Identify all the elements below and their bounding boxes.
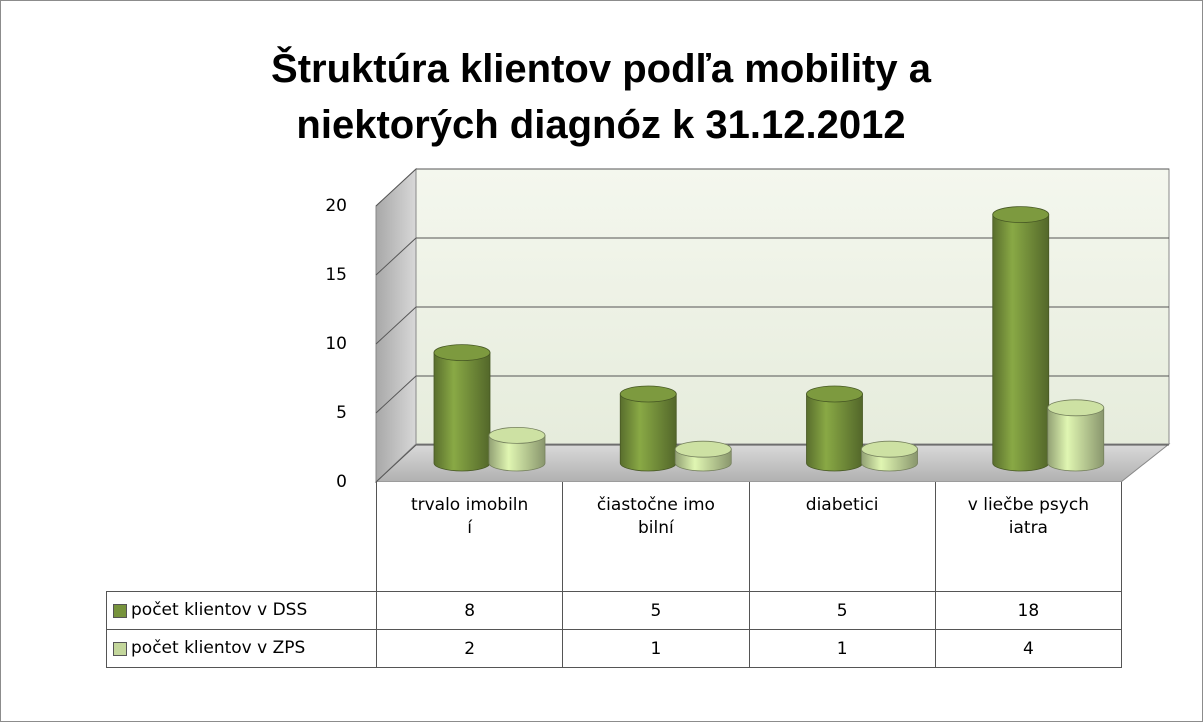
legend-swatch: [113, 641, 127, 656]
y-tick-label: 5: [336, 403, 347, 423]
bar: [488, 435, 546, 472]
x-tick-label: diabetici: [748, 482, 936, 592]
bar: [806, 393, 863, 472]
grid-line: [375, 375, 417, 414]
bar-top: [1047, 399, 1105, 417]
y-tick-label: 0: [336, 472, 347, 492]
grid-line: [375, 168, 417, 207]
legend-entry: počet klientov v ZPS: [106, 629, 377, 668]
x-tick-label: čiastočne imobilní: [562, 482, 750, 592]
bar: [619, 393, 677, 472]
legend-swatch: [113, 603, 127, 618]
bar-top: [674, 440, 732, 458]
y-tick-label: 20: [325, 196, 347, 216]
bar-top: [433, 344, 491, 362]
bar-top: [806, 385, 863, 403]
x-tick-label: v liečbe psychiatra: [934, 482, 1122, 592]
y-tick-label: 10: [325, 334, 347, 354]
bar-top: [488, 426, 546, 444]
x-tick-label: trvalo imobilní: [376, 482, 564, 592]
bar-top: [992, 206, 1050, 224]
data-label: 2: [376, 629, 564, 668]
grid-line: [375, 444, 417, 483]
data-label: 4: [934, 629, 1122, 668]
bar: [992, 214, 1050, 472]
chart-title: Štruktúra klientov podľa mobility a niek…: [271, 47, 931, 147]
grid-line: [375, 306, 417, 345]
bar: [433, 352, 491, 472]
data-label: 5: [562, 591, 750, 630]
data-label: 5: [748, 591, 936, 630]
legend-entry: počet klientov v DSS: [106, 591, 377, 630]
bar: [1047, 407, 1105, 472]
legend-label: počet klientov v ZPS: [131, 638, 306, 658]
y-tick-label: 15: [325, 265, 347, 285]
data-label: 1: [748, 629, 936, 668]
data-label: 8: [376, 591, 564, 630]
bar-top: [619, 385, 677, 403]
bar-top: [861, 440, 918, 458]
legend-label: počet klientov v DSS: [131, 600, 308, 620]
grid-line: [375, 237, 417, 276]
data-label: 18: [934, 591, 1122, 630]
data-label: 1: [562, 629, 750, 668]
